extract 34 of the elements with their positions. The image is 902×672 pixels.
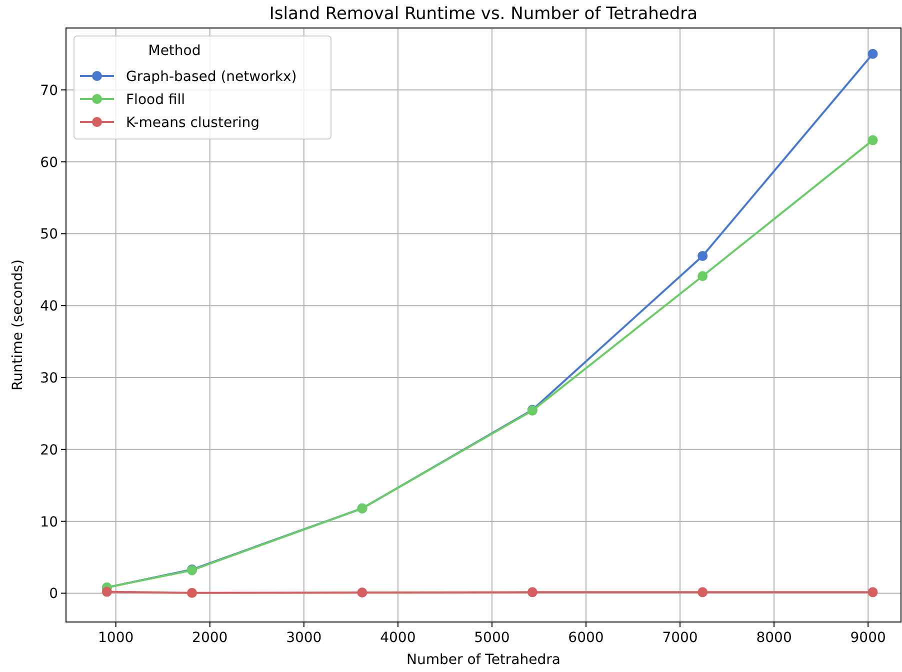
x-tick-label: 5000 <box>474 630 510 646</box>
x-tick-label: 7000 <box>662 630 698 646</box>
y-tick-label: 10 <box>40 514 58 530</box>
point <box>357 588 368 598</box>
point <box>698 250 708 261</box>
x-tick-label: 4000 <box>380 630 416 646</box>
point <box>868 587 878 598</box>
legend-label: Graph-based (networkx) <box>126 69 297 85</box>
point <box>102 586 112 597</box>
x-axis-title: Number of Tetrahedra <box>406 652 560 668</box>
x-tick-label: 3000 <box>286 630 322 646</box>
point <box>868 48 878 59</box>
chart-title: Island Removal Runtime vs. Number of Tetrahedra <box>269 4 698 24</box>
y-tick-label: 40 <box>40 298 58 315</box>
y-tick-label: 70 <box>40 82 58 99</box>
x-tick-label: 2000 <box>192 630 228 646</box>
y-tick-label: 60 <box>40 154 58 171</box>
x-tick-label: 8000 <box>756 630 792 646</box>
y-tick-label: 50 <box>40 226 58 243</box>
x-tick-label: 6000 <box>568 630 604 646</box>
point <box>527 587 538 598</box>
point <box>698 587 708 598</box>
x-tick-label: 1000 <box>98 630 134 646</box>
point <box>868 135 878 146</box>
legend-title: Method <box>148 43 201 59</box>
point <box>187 588 197 598</box>
point <box>698 271 708 282</box>
x-tick-label: 9000 <box>850 630 886 646</box>
legend-label: Flood fill <box>126 92 186 108</box>
legend-label: K-means clustering <box>126 115 260 131</box>
y-axis-title: Runtime (seconds) <box>10 259 26 391</box>
y-tick-label: 0 <box>49 586 58 602</box>
y-tick-label: 30 <box>40 370 58 386</box>
y-tick-label: 20 <box>40 442 58 458</box>
